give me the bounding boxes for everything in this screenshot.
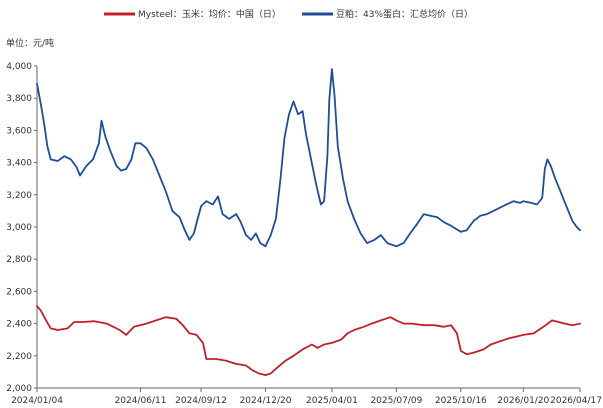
legend: Mysteel：玉米：均价：中国（日） 豆粕：43%蛋白：汇总均价（日） bbox=[104, 8, 473, 20]
x-tick-label: 2025/04/01 bbox=[306, 396, 358, 406]
y-tick-label: 2,600 bbox=[6, 287, 32, 297]
legend-label-corn: Mysteel：玉米：均价：中国（日） bbox=[138, 8, 281, 20]
series-line-corn bbox=[36, 304, 581, 377]
x-tick-label: 2026/01/20 bbox=[497, 396, 549, 406]
x-tick-label: 2025/07/09 bbox=[370, 396, 422, 406]
legend-label-soymeal: 豆粕：43%蛋白：汇总均价（日） bbox=[336, 8, 473, 20]
x-tick-label: 2025/10/16 bbox=[435, 396, 487, 406]
x-tick-label: 2024/09/12 bbox=[175, 396, 227, 406]
y-tick-label: 2,400 bbox=[6, 320, 32, 330]
axes: 2,000 2,200 2,400 2,600 2,800 3,000 3,200 3,400… bbox=[6, 62, 602, 406]
y-tick-label: 4,000 bbox=[6, 62, 32, 72]
x-tick-label: 2024/12/20 bbox=[240, 396, 292, 406]
y-tick-label: 3,400 bbox=[6, 159, 32, 169]
x-tick-label: 2026/04/17 bbox=[550, 396, 602, 406]
y-tick-label: 2,200 bbox=[6, 352, 32, 362]
y-tick-label: 3,200 bbox=[6, 191, 32, 201]
series-line-soymeal bbox=[36, 68, 581, 248]
x-tick-label: 2024/01/04 bbox=[11, 396, 63, 406]
y-tick-label: 2,800 bbox=[6, 255, 32, 265]
y-tick-label: 3,000 bbox=[6, 223, 32, 233]
series-lines bbox=[36, 68, 581, 377]
unit-label: 单位：元/吨 bbox=[6, 37, 54, 49]
y-tick-label: 3,800 bbox=[6, 94, 32, 104]
x-tick-label: 2024/06/11 bbox=[115, 396, 167, 406]
y-tick-label: 3,600 bbox=[6, 126, 32, 136]
y-tick-label: 2,000 bbox=[6, 384, 32, 394]
